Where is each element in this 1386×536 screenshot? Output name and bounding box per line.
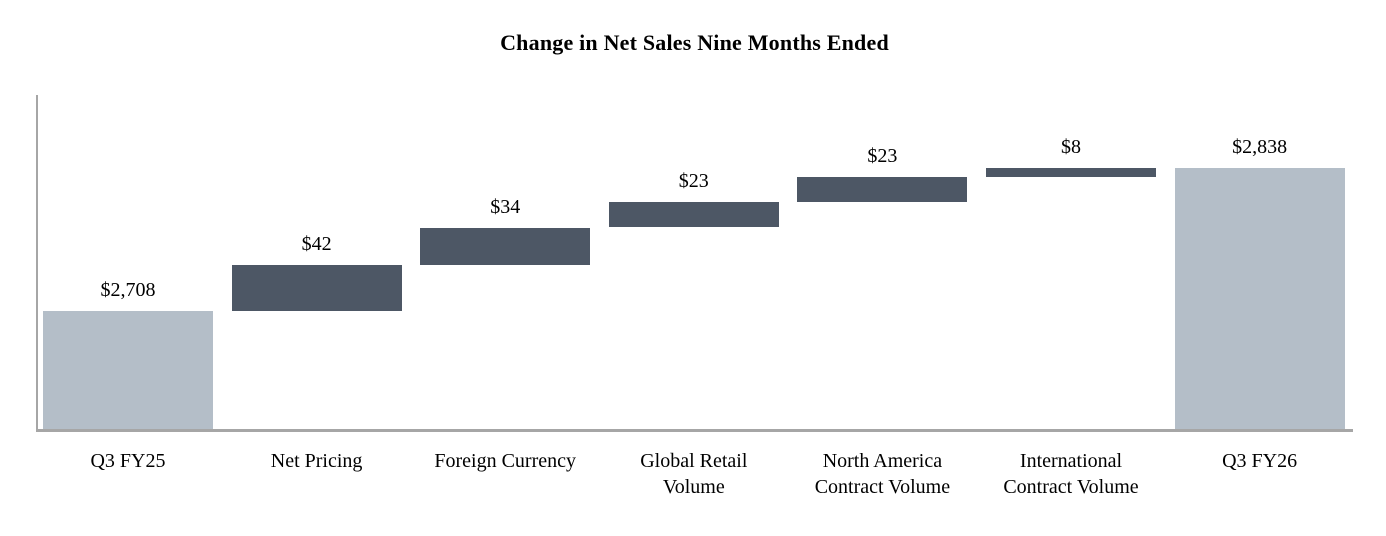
waterfall-bar-6 <box>986 168 1156 178</box>
x-axis-category-label-6: International Contract Volume <box>1003 450 1139 498</box>
x-axis-category-label-3: Foreign Currency <box>434 450 576 472</box>
bar-value-label-3: $34 <box>490 195 521 218</box>
y-axis-line <box>36 95 38 432</box>
bar-value-label-2: $42 <box>301 232 332 255</box>
bar-value-label-5: $23 <box>867 145 898 168</box>
waterfall-bar-4 <box>608 202 779 228</box>
x-axis-category-label-1: Q3 FY25 <box>90 450 166 472</box>
waterfall-bar-2 <box>231 264 402 311</box>
waterfall-bar-1 <box>43 310 213 429</box>
bar-value-label-4: $23 <box>678 170 709 193</box>
waterfall-bar-7 <box>1174 168 1345 429</box>
waterfall-bar-5 <box>797 177 968 203</box>
x-axis-category-label-2: Net Pricing <box>270 450 363 472</box>
waterfall-bar-3 <box>420 227 591 265</box>
chart-title: Change in Net Sales Nine Months Ended <box>500 30 889 55</box>
x-axis-line <box>36 429 1353 432</box>
x-axis-category-label-7: Q3 FY26 <box>1222 450 1298 472</box>
x-axis-category-label-4: Global Retail Volume <box>640 450 748 498</box>
x-axis-category-label-5: North America Contract Volume <box>814 450 951 498</box>
bar-value-label-1: $2,708 <box>100 278 156 301</box>
bar-value-label-6: $8 <box>1061 136 1081 159</box>
bar-value-label-7: $2,838 <box>1232 136 1288 159</box>
